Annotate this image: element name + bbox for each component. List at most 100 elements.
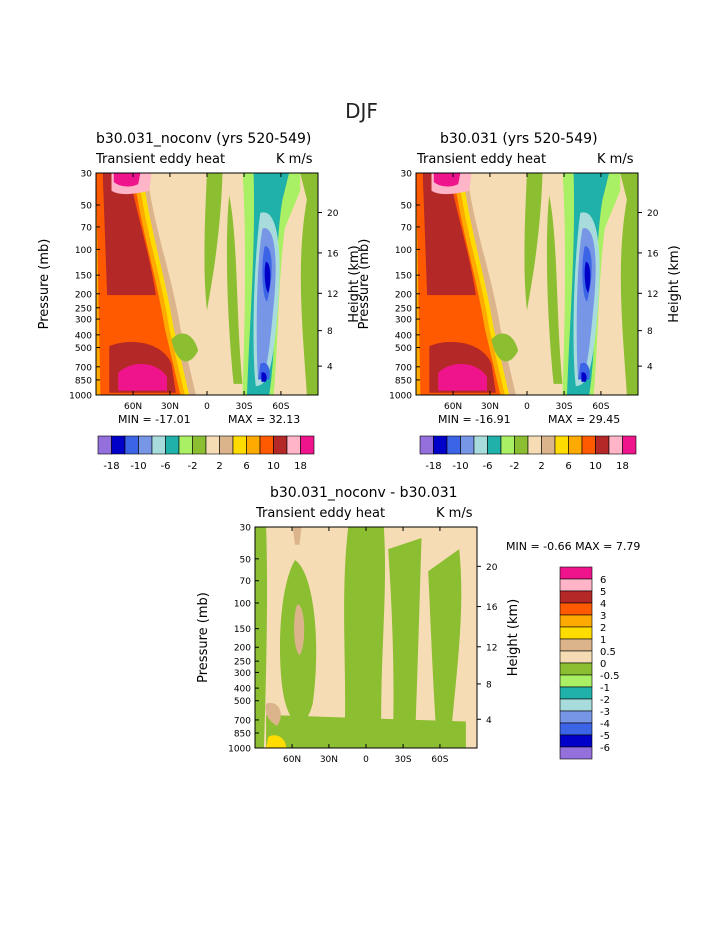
colorbar-label: -5 <box>600 731 610 742</box>
y-tick-label: 30 <box>240 524 252 534</box>
x-tick-label: 60N <box>124 402 142 412</box>
colorbar-label: 10 <box>267 461 280 472</box>
colorbar-swatch <box>559 638 593 652</box>
panel2-min-label: MIN = -16.91 <box>438 413 511 426</box>
y-tick-label: 70 <box>81 223 93 233</box>
colorbar-label: -18 <box>425 461 441 472</box>
colorbar-label: 1 <box>600 635 606 646</box>
colorbar-swatch <box>527 435 542 455</box>
panel1-contour-region <box>171 333 199 362</box>
y-axis-title: Pressure (mb) <box>357 239 372 330</box>
x-tick-label: 30S <box>394 755 411 765</box>
y-tick-label: 1000 <box>389 392 412 402</box>
height-tick-label: 4 <box>647 363 653 373</box>
height-tick-label: 12 <box>327 290 338 300</box>
colorbar-swatch <box>554 435 569 455</box>
height-tick-label: 8 <box>486 680 492 690</box>
y-tick-label: 500 <box>75 344 92 354</box>
colorbar-swatch <box>300 435 315 455</box>
height-tick-label: 20 <box>647 209 659 219</box>
panel2-contour-region <box>524 173 543 311</box>
panel3-contour-region <box>343 527 386 748</box>
colorbar-swatch <box>559 674 593 688</box>
y-tick-label: 100 <box>395 246 412 256</box>
panel2-title: b30.031 (yrs 520-549) <box>440 131 598 147</box>
panel2-contour-region <box>433 173 461 187</box>
colorbar-label: 5 <box>600 587 606 598</box>
panel2-contours <box>416 173 638 395</box>
colorbar-swatch <box>433 435 448 455</box>
height-tick-label: 16 <box>327 249 339 259</box>
panel1-contour-region <box>300 173 318 395</box>
colorbar-swatch <box>178 435 193 455</box>
colorbar-swatch <box>138 435 153 455</box>
y-tick-label: 700 <box>234 716 251 726</box>
colorbar-label: 2 <box>538 461 544 472</box>
height-tick-label: 20 <box>327 209 339 219</box>
y-tick-label: 500 <box>234 697 251 707</box>
colorbar-swatch <box>205 435 220 455</box>
colorbar-swatch <box>559 566 593 580</box>
colorbar-swatch <box>559 650 593 664</box>
colorbar-swatch <box>500 435 515 455</box>
colorbar-swatch <box>97 435 112 455</box>
colorbar-swatch <box>559 734 593 748</box>
colorbar-label: 0.5 <box>600 647 616 658</box>
panel2-contour-region <box>578 362 590 380</box>
colorbar-label: -10 <box>452 461 468 472</box>
x-tick-label: 60S <box>431 755 448 765</box>
panel2-left-string: Transient eddy heat <box>417 152 547 167</box>
y-tick-label: 850 <box>75 376 92 386</box>
colorbar-swatch <box>124 435 139 455</box>
colorbar-label: -6 <box>483 461 493 472</box>
panel3-left-string: Transient eddy heat <box>256 506 386 521</box>
colorbar-swatch <box>232 435 247 455</box>
colorbar-label: 0 <box>600 659 606 670</box>
panel2-contour-region <box>584 261 591 293</box>
colorbar-label: 10 <box>589 461 602 472</box>
y-tick-label: 150 <box>75 272 92 282</box>
colorbar-swatch <box>259 435 274 455</box>
y-axis-title-right: Height (km) <box>506 599 521 676</box>
y-tick-label: 150 <box>234 625 251 635</box>
colorbar-panel2: -18 -10 -6 -2 2 6 10 18 <box>419 435 637 472</box>
colorbar-swatch <box>446 435 461 455</box>
panel3-minmax-label: MIN = -0.66 MAX = 7.79 <box>506 540 641 553</box>
panel3-contour-region <box>265 702 281 726</box>
colorbar-label: 2 <box>600 623 606 634</box>
colorbar-swatch <box>219 435 234 455</box>
y-tick-label: 500 <box>395 344 412 354</box>
colorbar-swatch <box>559 614 593 628</box>
x-tick-label: 30N <box>320 755 338 765</box>
panel1-right-string: K m/s <box>276 152 313 167</box>
panel3-right-string: K m/s <box>436 506 473 521</box>
colorbar-swatch <box>273 435 288 455</box>
panel1-contour-region <box>261 372 267 382</box>
panel3-contour-region <box>266 735 287 748</box>
y-tick-label: 100 <box>75 246 92 256</box>
colorbar-swatch <box>559 602 593 616</box>
colorbar-swatch <box>460 435 475 455</box>
x-tick-label: 60S <box>272 402 289 412</box>
colorbar-swatch <box>165 435 180 455</box>
y-tick-label: 850 <box>395 376 412 386</box>
colorbar-label: 3 <box>600 611 606 622</box>
colorbar-label: -18 <box>103 461 119 472</box>
y-tick-label: 150 <box>395 272 412 282</box>
panel2-max-label: MAX = 29.45 <box>548 413 621 426</box>
colorbar-label: 6 <box>600 575 606 586</box>
y-tick-label: 30 <box>81 170 93 180</box>
colorbar-label: -10 <box>130 461 146 472</box>
colorbar-label: 2 <box>216 461 222 472</box>
panel3-title: b30.031_noconv - b30.031 <box>270 485 458 501</box>
colorbar-swatch <box>568 435 583 455</box>
y-tick-label: 200 <box>75 290 92 300</box>
colorbar-swatch <box>111 435 126 455</box>
panel2-contour-region <box>438 364 487 391</box>
height-tick-label: 8 <box>327 327 333 337</box>
colorbar-swatch <box>541 435 556 455</box>
y-axis-title-right: Height (km) <box>347 245 362 322</box>
panel1-contour-region <box>264 261 271 293</box>
